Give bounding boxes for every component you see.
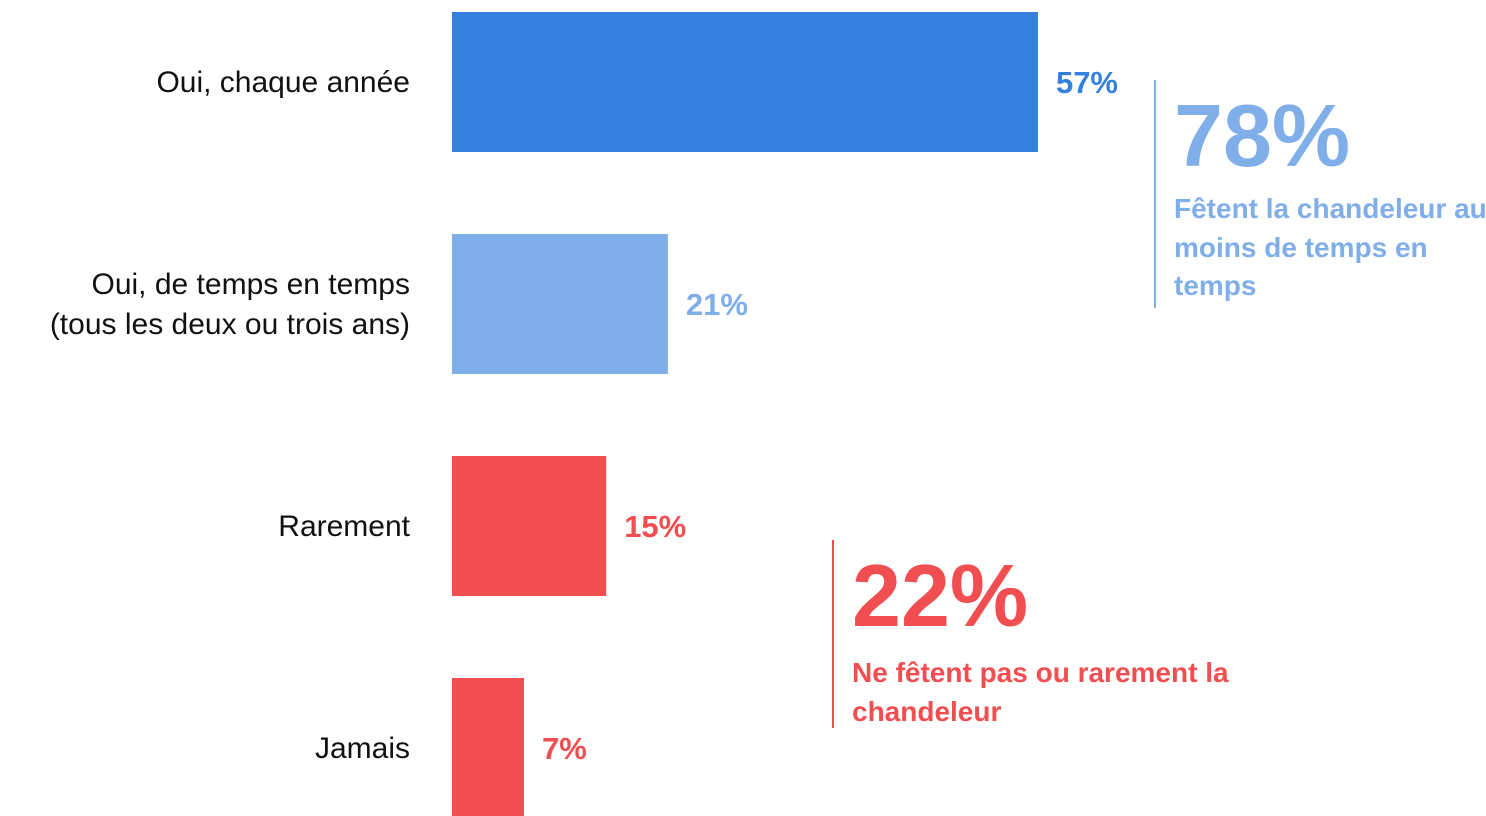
annotation: 78% Fêtent la chandeleur au moins de tem…	[1154, 80, 1486, 308]
bar	[452, 234, 668, 374]
value-label: 7%	[542, 731, 587, 766]
bar	[452, 12, 1038, 152]
category-label: Rarement	[278, 510, 410, 543]
annotation: 22% Ne fêtent pas ou rarement la chandel…	[832, 540, 1302, 728]
annotation-value: 22%	[852, 546, 1029, 645]
value-label: 21%	[686, 287, 748, 322]
annotation-text: Fêtent la chandeleur au moins de temps e…	[1174, 193, 1486, 302]
category-label: Oui, chaque année	[156, 66, 410, 99]
annotation-value: 78%	[1174, 86, 1351, 185]
category-label: Oui, de temps en temps (tous les deux ou …	[50, 268, 410, 341]
annotation-text: Ne fêtent pas ou rarement la chandeleur	[852, 657, 1229, 727]
category-label: Jamais	[315, 732, 410, 765]
value-label: 57%	[1056, 65, 1118, 100]
value-label: 15%	[624, 509, 686, 544]
bar	[452, 678, 524, 816]
bar	[452, 456, 607, 596]
